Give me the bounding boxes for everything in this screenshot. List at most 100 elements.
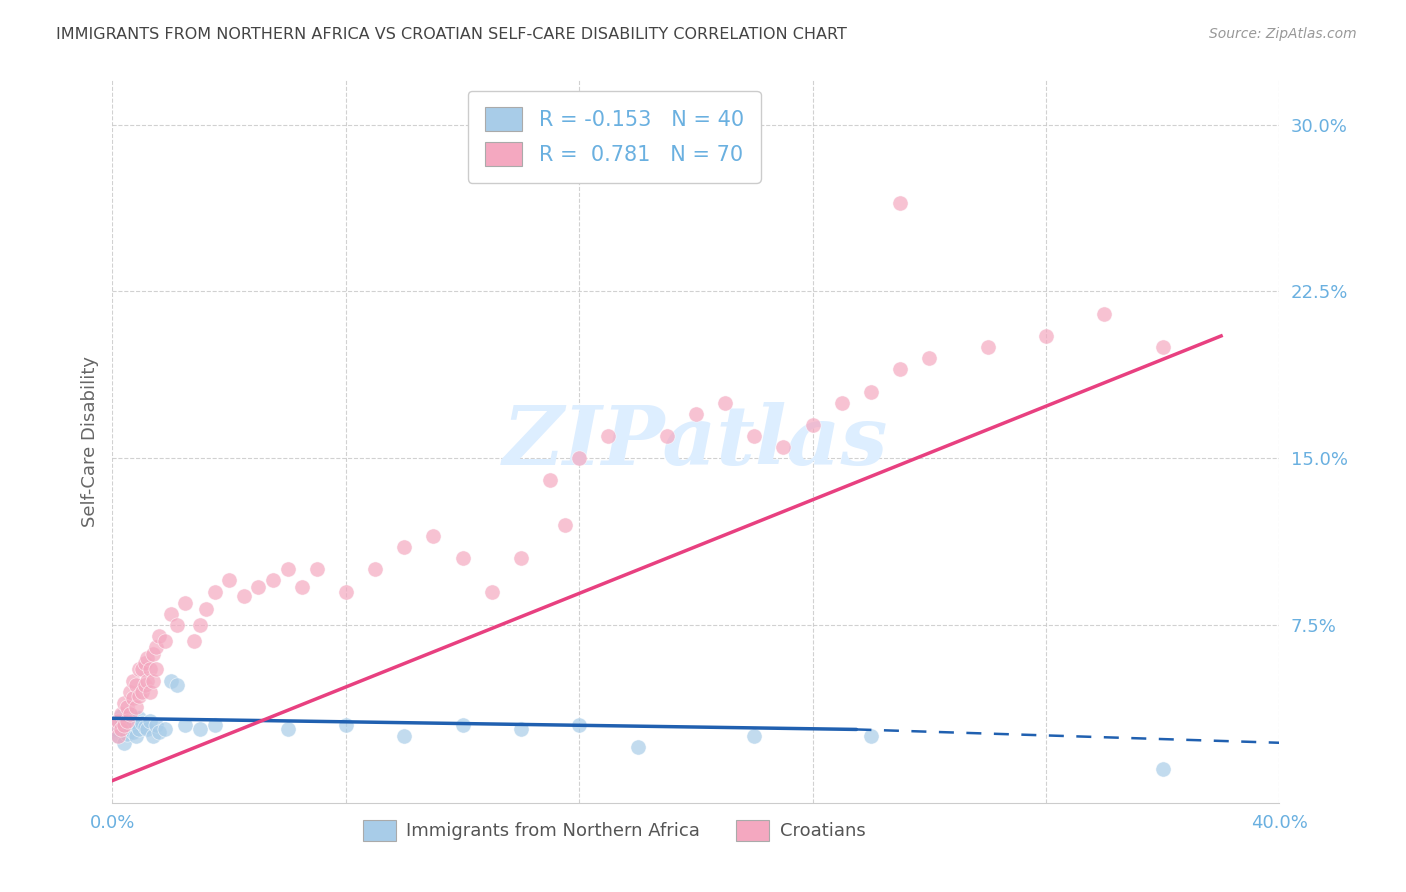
Point — [174, 596, 197, 610]
Point — [509, 551, 531, 566]
Point — [107, 714, 129, 728]
Point — [554, 517, 576, 532]
Point — [335, 584, 357, 599]
Point — [1094, 307, 1116, 321]
Point — [188, 618, 211, 632]
Point — [134, 656, 156, 670]
Point — [1035, 329, 1057, 343]
Point — [538, 474, 561, 488]
Point — [160, 673, 183, 688]
Point — [1152, 340, 1174, 354]
Point — [118, 720, 141, 734]
Point — [831, 395, 853, 409]
Point — [104, 718, 127, 732]
Point — [145, 718, 167, 732]
Point — [422, 529, 444, 543]
Point — [122, 724, 145, 739]
Point — [166, 618, 188, 632]
Point — [655, 429, 678, 443]
Point — [145, 662, 167, 676]
Point — [115, 727, 138, 741]
Point — [204, 584, 226, 599]
Point — [104, 723, 127, 737]
Point — [742, 429, 765, 443]
Point — [142, 729, 165, 743]
Point — [112, 718, 135, 732]
Point — [112, 696, 135, 710]
Point — [160, 607, 183, 621]
Point — [118, 706, 141, 721]
Point — [183, 633, 205, 648]
Point — [598, 429, 620, 443]
Point — [153, 633, 176, 648]
Point — [568, 451, 591, 466]
Legend: Immigrants from Northern Africa, Croatians: Immigrants from Northern Africa, Croatia… — [356, 813, 873, 848]
Point — [107, 714, 129, 728]
Point — [194, 602, 217, 616]
Point — [305, 562, 328, 576]
Y-axis label: Self-Care Disability: Self-Care Disability — [80, 356, 98, 527]
Point — [291, 580, 314, 594]
Point — [139, 662, 162, 676]
Point — [451, 718, 474, 732]
Point — [118, 684, 141, 698]
Point — [276, 723, 298, 737]
Point — [153, 723, 176, 737]
Point — [110, 706, 132, 721]
Point — [145, 640, 167, 655]
Point — [801, 417, 824, 432]
Point — [451, 551, 474, 566]
Point — [1152, 763, 1174, 777]
Point — [115, 718, 138, 732]
Point — [772, 440, 794, 454]
Point — [889, 362, 911, 376]
Point — [142, 647, 165, 661]
Point — [134, 678, 156, 692]
Point — [107, 729, 129, 743]
Point — [131, 684, 153, 698]
Point — [262, 574, 284, 588]
Point — [860, 729, 883, 743]
Point — [232, 589, 254, 603]
Point — [136, 651, 159, 665]
Point — [139, 714, 162, 728]
Point — [276, 562, 298, 576]
Text: IMMIGRANTS FROM NORTHERN AFRICA VS CROATIAN SELF-CARE DISABILITY CORRELATION CHA: IMMIGRANTS FROM NORTHERN AFRICA VS CROAT… — [56, 27, 846, 42]
Point — [136, 723, 159, 737]
Point — [394, 540, 416, 554]
Point — [148, 724, 170, 739]
Point — [976, 340, 998, 354]
Point — [364, 562, 387, 576]
Point — [136, 673, 159, 688]
Point — [139, 684, 162, 698]
Point — [112, 723, 135, 737]
Point — [714, 395, 737, 409]
Text: Source: ZipAtlas.com: Source: ZipAtlas.com — [1209, 27, 1357, 41]
Point — [131, 662, 153, 676]
Point — [107, 729, 129, 743]
Point — [115, 714, 138, 728]
Point — [627, 740, 650, 755]
Point — [128, 662, 150, 676]
Point — [204, 718, 226, 732]
Point — [125, 700, 148, 714]
Point — [110, 709, 132, 723]
Point — [122, 673, 145, 688]
Point — [148, 629, 170, 643]
Point — [128, 711, 150, 725]
Point — [134, 720, 156, 734]
Point — [218, 574, 240, 588]
Point — [742, 729, 765, 743]
Point — [509, 723, 531, 737]
Point — [125, 729, 148, 743]
Point — [125, 718, 148, 732]
Point — [122, 714, 145, 728]
Point — [335, 718, 357, 732]
Point — [247, 580, 270, 594]
Point — [174, 718, 197, 732]
Text: ZIPatlas: ZIPatlas — [503, 401, 889, 482]
Point — [188, 723, 211, 737]
Point — [118, 706, 141, 721]
Point — [131, 715, 153, 730]
Point — [685, 407, 707, 421]
